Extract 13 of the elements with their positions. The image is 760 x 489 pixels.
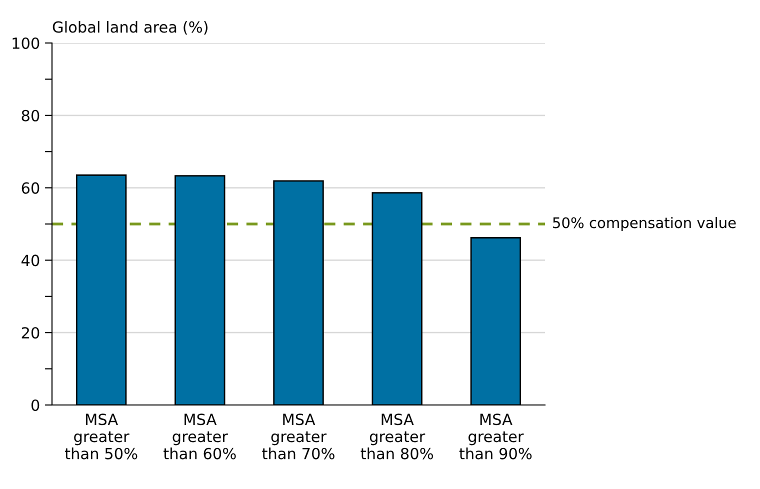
- y-tick-label: 40: [22, 254, 40, 266]
- y-tick-label: 0: [31, 399, 40, 412]
- x-tick-label: MSA greater than 60%: [164, 414, 236, 460]
- x-tick-label: MSA greater than 50%: [64, 414, 138, 460]
- x-tick-label: MSA greater than 80%: [360, 414, 434, 460]
- x-tick-label: MSA greater than 70%: [262, 414, 334, 460]
- x-tick-label: MSA greater than 90%: [459, 414, 532, 460]
- y-tick-label: 80: [22, 110, 40, 122]
- ref-line-label: 50% compensation value: [553, 216, 736, 232]
- y-axis-title: Global land area (%): [52, 20, 208, 35]
- y-tick-label: 60: [22, 182, 40, 194]
- y-tick-label: 20: [22, 327, 40, 339]
- y-tick-label: 100: [12, 37, 40, 50]
